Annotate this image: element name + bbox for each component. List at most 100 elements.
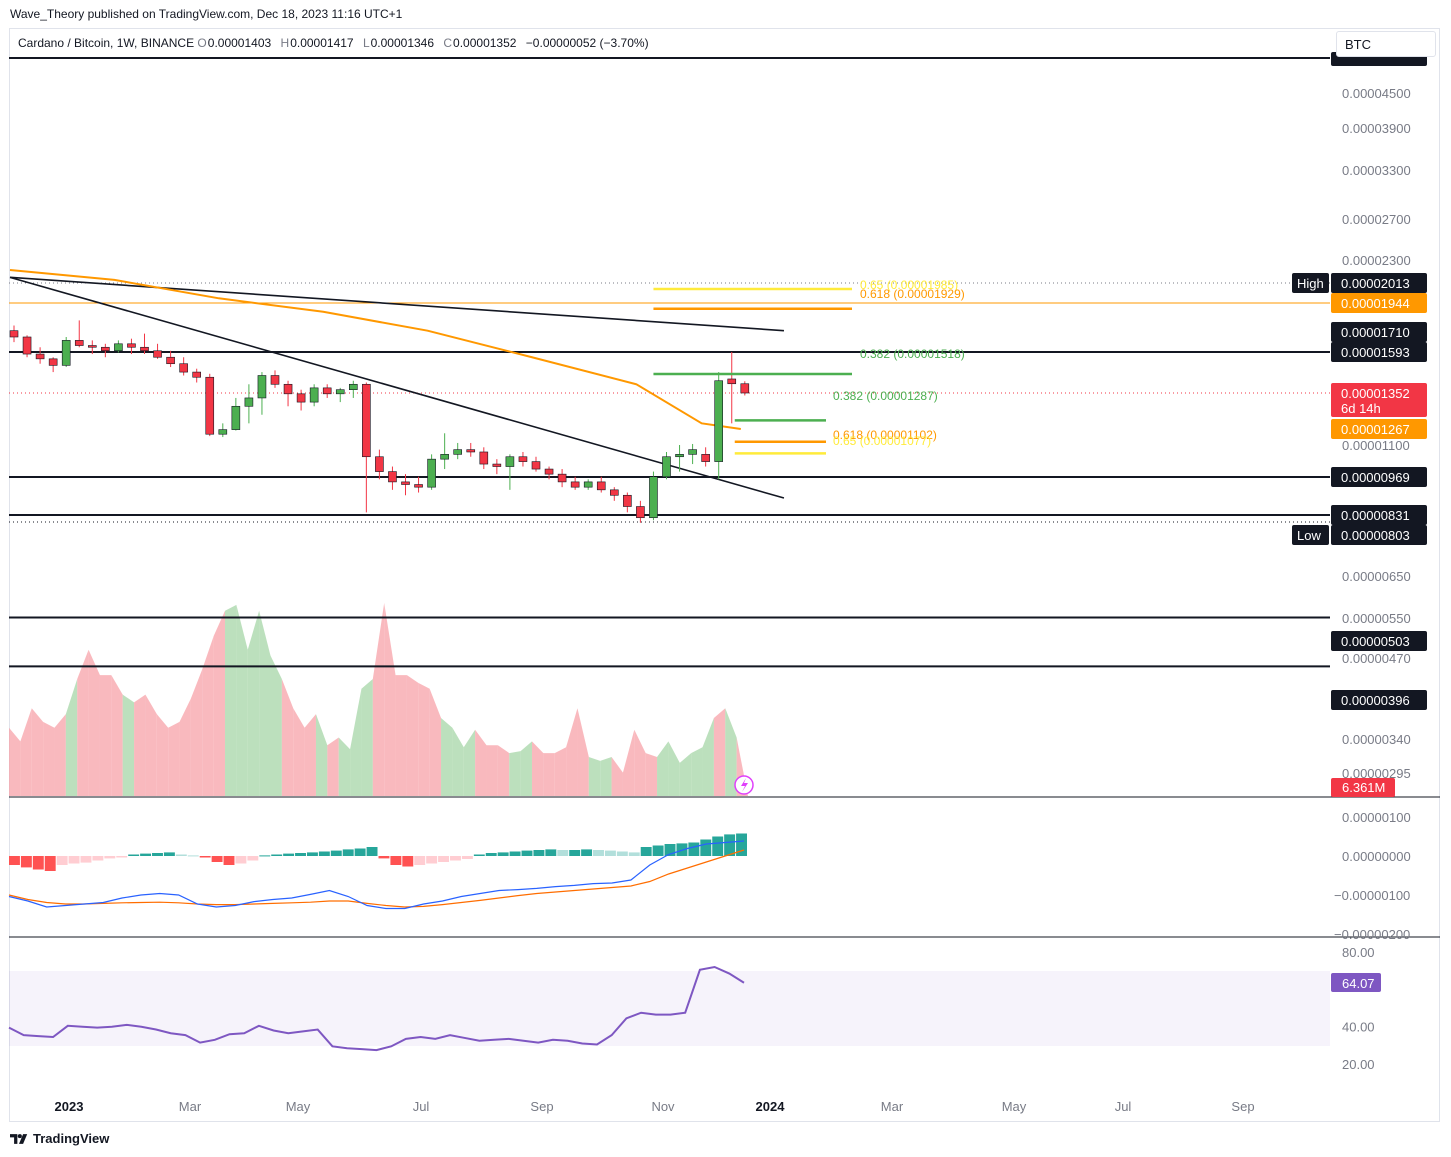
macd-scale-label: 0.00000000	[1342, 849, 1411, 864]
candle-body	[505, 456, 515, 467]
candle-body	[544, 468, 554, 475]
macd-scale-label: −0.00000100	[1334, 888, 1410, 903]
macd-histogram-bar	[628, 852, 640, 856]
volume-area-segment	[713, 708, 726, 796]
macd-histogram-bar	[712, 836, 724, 856]
candle-body	[492, 463, 502, 467]
legend-change: −0.00000052 (−3.70%)	[525, 36, 649, 50]
macd-histogram-bar	[366, 847, 378, 856]
price-scale-label: 0.00002700	[1342, 212, 1411, 227]
time-axis-label: Nov	[651, 1099, 675, 1114]
candle-body	[714, 380, 724, 462]
volume-area-segment	[259, 610, 271, 796]
candle-body	[74, 340, 84, 346]
candle-body	[401, 481, 410, 485]
macd-histogram-bar	[211, 856, 223, 862]
candle-body	[61, 340, 71, 366]
time-axis-label: Mar	[179, 1099, 202, 1114]
rsi-tag-value: 64.07	[1342, 976, 1375, 991]
candle-body	[688, 449, 697, 455]
volume-area-segment	[156, 714, 169, 796]
macd-histogram-bar	[390, 856, 402, 865]
macd-histogram-bar	[604, 850, 616, 856]
candle-body	[296, 393, 306, 403]
volume-area-segment	[406, 675, 419, 796]
macd-histogram-bar	[259, 855, 271, 857]
price-scale-label: 0.00002300	[1342, 253, 1411, 268]
volume-area-segment	[418, 682, 430, 796]
price-tag-box	[1331, 419, 1427, 439]
price-tag-box	[1331, 525, 1427, 545]
candle-body	[244, 397, 254, 407]
macd-histogram-bar	[80, 856, 92, 863]
tradingview-logo-icon	[10, 1133, 28, 1144]
tradingview-footer[interactable]: TradingView	[10, 1131, 109, 1146]
macd-histogram-bar	[32, 856, 44, 870]
volume-area-segment	[225, 604, 237, 796]
price-tag-prefix: Low	[1297, 528, 1321, 543]
price-tag-prefix-box	[1292, 273, 1329, 293]
candle-body	[270, 375, 280, 385]
candle-body	[466, 449, 476, 453]
legend-symbol[interactable]: Cardano / Bitcoin, 1W, BINANCE	[18, 36, 195, 50]
price-scale-label: 0.00003900	[1342, 121, 1411, 136]
rsi-scale-label: 20.00	[1342, 1057, 1375, 1072]
macd-scale-label: 0.00000100	[1342, 810, 1411, 825]
volume-area-segment	[168, 721, 180, 796]
volume-area-segment	[247, 610, 260, 796]
candle-body	[531, 461, 541, 470]
volume-area-segment	[691, 747, 703, 796]
volume-area-segment	[236, 604, 248, 796]
macd-histogram-bar	[593, 850, 604, 856]
candle-body	[362, 383, 371, 458]
chart-frame[interactable]	[9, 28, 1440, 1122]
volume-area-segment	[531, 741, 544, 796]
macd-histogram-bar	[545, 849, 557, 856]
volume-area-segment	[111, 675, 123, 796]
macd-histogram-bar	[44, 856, 56, 871]
macd-scale-label: −0.00000200	[1334, 927, 1410, 942]
candle-body	[479, 451, 489, 465]
volume-area-segment	[645, 753, 658, 796]
macd-histogram-bar	[271, 854, 283, 856]
volume-area-segment	[509, 751, 521, 796]
candle-body	[231, 405, 241, 430]
candle-body	[701, 454, 710, 462]
time-axis-label: May	[286, 1099, 311, 1114]
time-axis-label: May	[1002, 1099, 1027, 1114]
price-tag-box	[1331, 467, 1427, 487]
candle-body	[153, 350, 162, 358]
macd-histogram-bar	[616, 851, 628, 856]
macd-histogram-bar	[450, 856, 461, 861]
volume-area-segment	[588, 757, 601, 796]
footer-brand: TradingView	[33, 1131, 110, 1146]
candle-body	[283, 383, 293, 395]
price-tag-value: 0.00000503	[1341, 634, 1410, 649]
candle-body	[440, 454, 449, 460]
candle-body	[257, 375, 267, 399]
macd-histogram-bar	[306, 852, 318, 856]
volume-area-segment	[350, 688, 362, 796]
currency-button[interactable]: BTC	[1336, 31, 1436, 57]
volume-area-segment	[372, 602, 385, 796]
volume-area-segment	[190, 669, 203, 796]
price-tag-box	[1331, 342, 1427, 362]
candle-body	[48, 358, 58, 366]
trendline	[9, 276, 785, 499]
candle-body	[518, 456, 528, 462]
volume-area-segment	[88, 649, 100, 796]
volume-area-segment	[554, 747, 567, 796]
macd-histogram-bar	[569, 850, 581, 856]
volume-area-segment	[497, 745, 510, 796]
time-axis-label: Mar	[881, 1099, 904, 1114]
candle-body	[166, 356, 175, 365]
candle-body	[557, 473, 567, 483]
candle-body	[127, 343, 136, 348]
fib-level-label: 0.618 (0.00001102)	[833, 428, 937, 442]
ema-line	[9, 269, 741, 430]
price-scale-label: 0.00000470	[1342, 651, 1411, 666]
publisher-line: Wave_Theory published on TradingView.com…	[10, 7, 403, 21]
volume-tag-box	[1331, 778, 1395, 797]
price-tag-value: 0.00001710	[1341, 325, 1410, 340]
